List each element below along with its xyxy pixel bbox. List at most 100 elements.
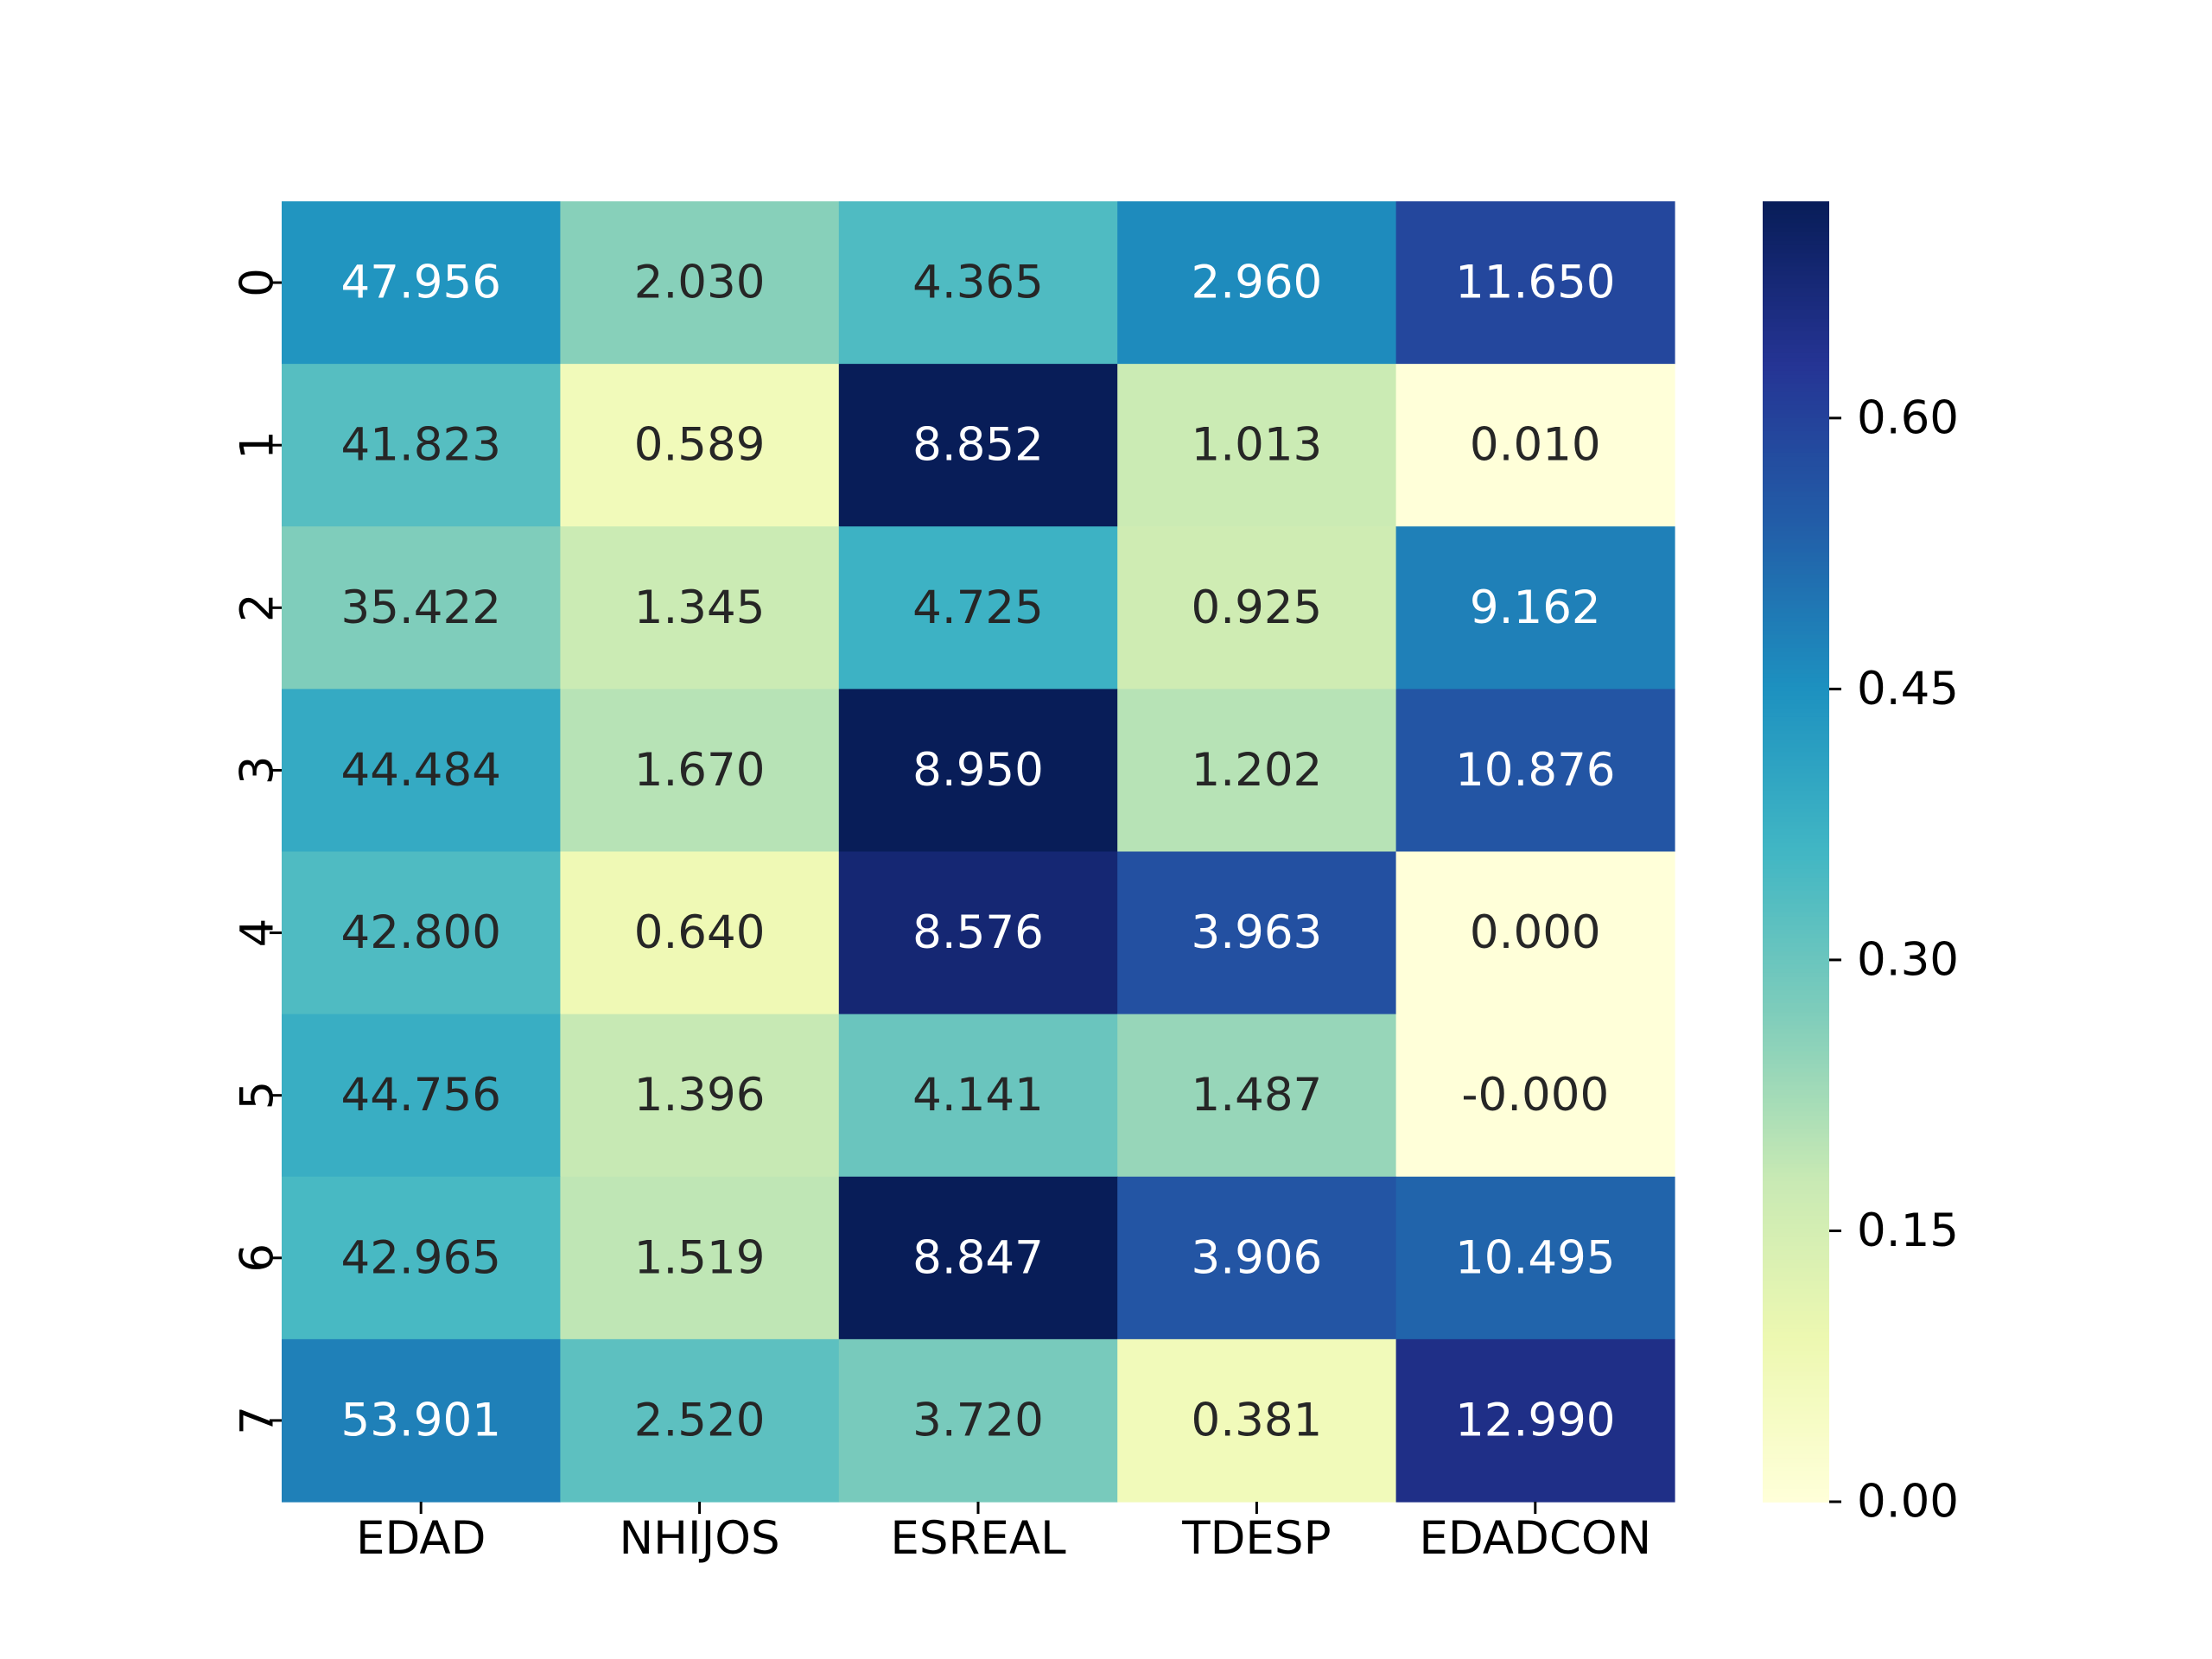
- colorbar-segment: [1763, 660, 1829, 666]
- colorbar-segment: [1763, 929, 1829, 935]
- colorbar-segment: [1763, 1311, 1829, 1317]
- colorbar-segment: [1763, 1484, 1829, 1490]
- colorbar-segment: [1763, 422, 1829, 428]
- heatmap-cell-r3-c0: [282, 689, 561, 853]
- colorbar-segment: [1763, 1462, 1829, 1468]
- colorbar-segment: [1763, 344, 1829, 350]
- colorbar-segment: [1763, 470, 1829, 475]
- colorbar-segment: [1763, 1363, 1829, 1369]
- colorbar-segment: [1763, 1133, 1829, 1139]
- colorbar-segment: [1763, 1393, 1829, 1399]
- colorbar-segment: [1763, 331, 1829, 337]
- colorbar-segment: [1763, 1007, 1829, 1013]
- colorbar-segment: [1763, 604, 1829, 610]
- colorbar-segment: [1763, 695, 1829, 701]
- heatmap-cell-r3-c3: [1117, 689, 1397, 853]
- colorbar-segment: [1763, 1211, 1829, 1217]
- colorbar-segment: [1763, 938, 1829, 944]
- colorbar-segment: [1763, 1085, 1829, 1091]
- colorbar-segment: [1763, 1427, 1829, 1433]
- cell-annotation: 12.990: [1455, 1394, 1615, 1446]
- colorbar-segment: [1763, 417, 1829, 423]
- colorbar-segment: [1763, 574, 1829, 580]
- colorbar-segment: [1763, 335, 1829, 341]
- colorbar-segment: [1763, 907, 1829, 913]
- colorbar-segment: [1763, 743, 1829, 748]
- colorbar-segment: [1763, 778, 1829, 784]
- colorbar-segment: [1763, 1242, 1829, 1247]
- colorbar-segment: [1763, 652, 1829, 658]
- colorbar-segment: [1763, 1259, 1829, 1264]
- colorbar-segment: [1763, 1072, 1829, 1078]
- cell-annotation: 35.422: [340, 582, 500, 634]
- colorbar-segment: [1763, 391, 1829, 397]
- colorbar-segment: [1763, 677, 1829, 683]
- colorbar-segment: [1763, 1107, 1829, 1113]
- colorbar-segment: [1763, 1038, 1829, 1044]
- colorbar-segment: [1763, 340, 1829, 346]
- colorbar-segment: [1763, 982, 1829, 987]
- colorbar-segment: [1763, 1302, 1829, 1308]
- colorbar-segment: [1763, 795, 1829, 801]
- colorbar-segment: [1763, 430, 1829, 436]
- colorbar-segment: [1763, 1479, 1829, 1485]
- colorbar-segment: [1763, 561, 1829, 567]
- colorbar-segment: [1763, 1185, 1829, 1191]
- colorbar-segment: [1763, 1337, 1829, 1343]
- colorbar-segment: [1763, 1294, 1829, 1300]
- heatmap-cell-r1-c3: [1117, 364, 1397, 527]
- colorbar-segment: [1763, 1389, 1829, 1395]
- colorbar-segment: [1763, 760, 1829, 766]
- cell-annotation: 4.141: [912, 1069, 1044, 1122]
- colorbar-segment: [1763, 847, 1829, 853]
- cell-annotation: 42.800: [340, 906, 500, 959]
- cell-annotation: 0.925: [1192, 582, 1323, 634]
- heatmap-cell-r4-c3: [1117, 851, 1397, 1015]
- colorbar-segment: [1763, 1064, 1829, 1070]
- colorbar-segment: [1763, 387, 1829, 393]
- colorbar-segment: [1763, 322, 1829, 328]
- colorbar-segment: [1763, 500, 1829, 505]
- y-tick-label: 0: [232, 268, 284, 297]
- colorbar-segment: [1763, 955, 1829, 961]
- colorbar-segment: [1763, 1453, 1829, 1459]
- colorbar-segment: [1763, 747, 1829, 753]
- heatmap-cell-r7-c0: [282, 1338, 561, 1503]
- colorbar-segment: [1763, 925, 1829, 931]
- colorbar-segment: [1763, 933, 1829, 939]
- cell-annotation: 2.030: [634, 257, 766, 309]
- colorbar-segment: [1763, 1319, 1829, 1325]
- colorbar-segment: [1763, 699, 1829, 705]
- x-tick-label: NHIJOS: [620, 1512, 780, 1565]
- colorbar-segment: [1763, 1410, 1829, 1416]
- colorbar-segment: [1763, 708, 1829, 714]
- colorbar-segment: [1763, 378, 1829, 385]
- colorbar-segment: [1763, 613, 1829, 619]
- heatmap-cell-r7-c3: [1117, 1338, 1397, 1503]
- colorbar-segment: [1763, 1423, 1829, 1429]
- colorbar-segment: [1763, 531, 1829, 537]
- colorbar-segment: [1763, 873, 1829, 879]
- cell-annotation: 3.906: [1192, 1231, 1323, 1284]
- colorbar-segment: [1763, 1167, 1829, 1173]
- heatmap-cell-r1-c4: [1395, 364, 1675, 527]
- colorbar-segment: [1763, 1298, 1829, 1304]
- colorbar-segment: [1763, 647, 1829, 653]
- cell-annotation: 11.650: [1455, 257, 1615, 309]
- x-tick-label: ESREAL: [890, 1512, 1066, 1565]
- cell-annotation: 4.365: [912, 257, 1044, 309]
- colorbar-segment: [1763, 1116, 1829, 1122]
- colorbar-segment: [1763, 886, 1829, 892]
- colorbar-segment: [1763, 578, 1829, 584]
- colorbar-segment: [1763, 1120, 1829, 1126]
- colorbar-segment: [1763, 669, 1829, 675]
- colorbar-segment: [1763, 1068, 1829, 1074]
- colorbar-segment: [1763, 305, 1829, 311]
- colorbar-segment: [1763, 782, 1829, 788]
- colorbar-segment: [1763, 730, 1829, 735]
- colorbar-segment: [1763, 703, 1829, 709]
- colorbar-segment: [1763, 1324, 1829, 1330]
- colorbar-segment: [1763, 509, 1829, 514]
- cell-annotation: 8.950: [912, 744, 1044, 797]
- colorbar-segment: [1763, 1246, 1829, 1251]
